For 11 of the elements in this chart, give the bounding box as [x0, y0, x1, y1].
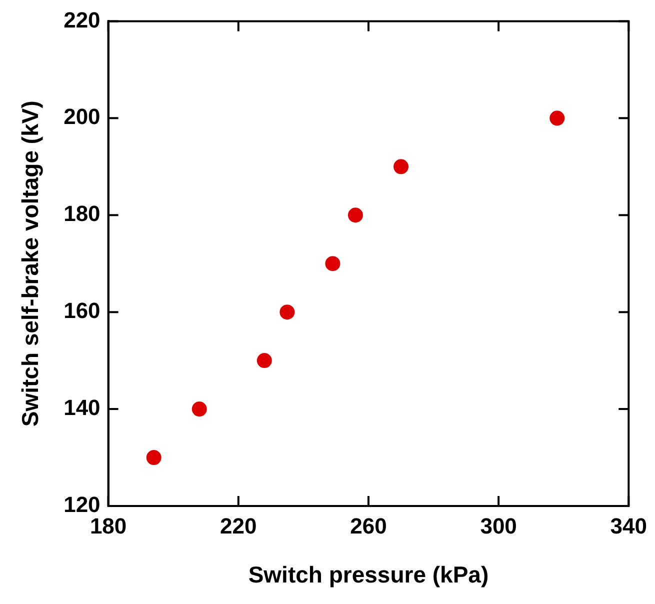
- y-tick-label: 200: [64, 104, 100, 130]
- x-tick-label: 300: [480, 513, 517, 538]
- y-tick-label: 140: [64, 395, 100, 420]
- y-axis-title: Switch self-brake voltage (kV): [17, 100, 44, 427]
- x-axis-title: Switch pressure (kPa): [248, 562, 489, 588]
- x-tick-label: 220: [220, 513, 257, 538]
- x-tick-label: 260: [350, 513, 387, 538]
- y-tick-label: 180: [64, 201, 100, 226]
- y-tick-label: 220: [64, 7, 100, 32]
- x-tick-label: 340: [610, 513, 648, 538]
- y-tick-label: 160: [64, 298, 100, 324]
